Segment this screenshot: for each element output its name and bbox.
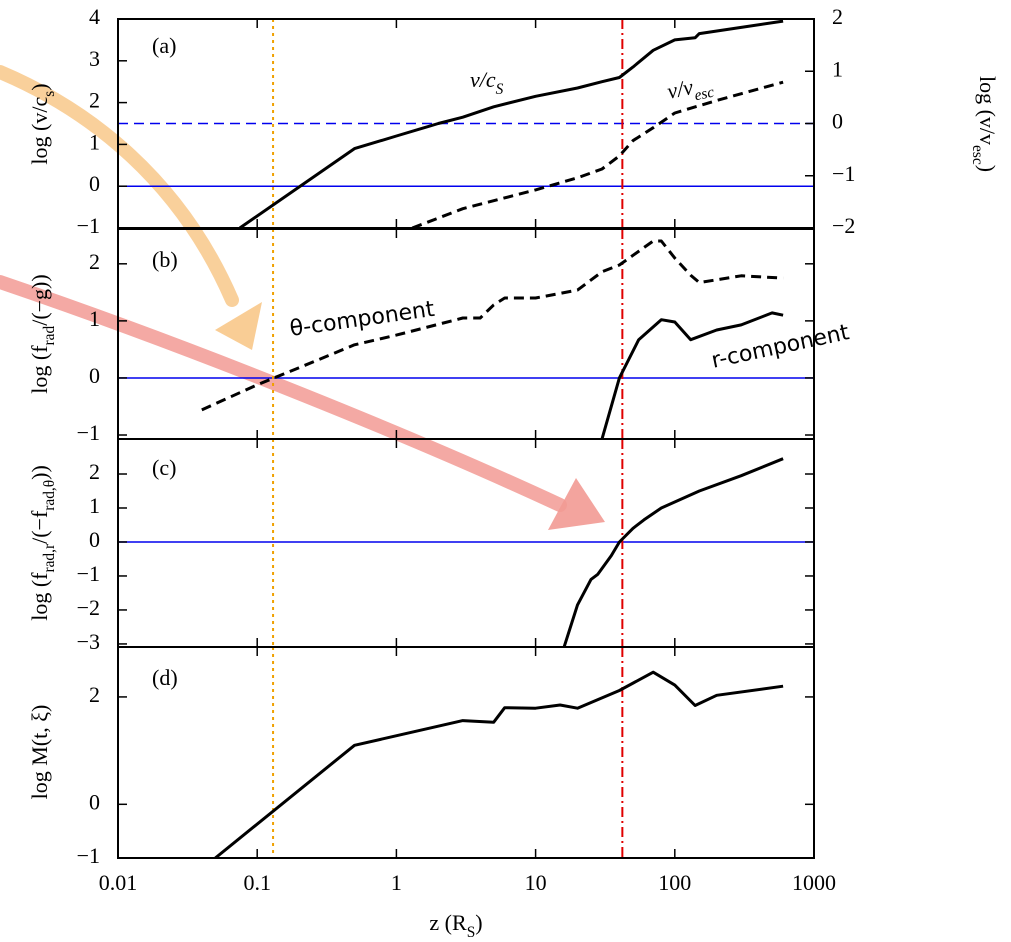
subscript: S [467,924,476,941]
series-line [600,311,784,439]
x-tick-label: 0.1 [243,870,271,895]
x-tick-label: 10 [525,870,547,895]
y-tick-label: 2 [89,682,100,707]
y-tick-label: −1 [77,213,100,238]
y-tick-label: −1 [77,420,100,445]
text-part: ) [27,83,52,90]
series-label: v/cS [470,67,504,98]
plot-frame [117,646,815,859]
x-tick-label: 1000 [792,870,836,895]
subscript: s [41,91,58,97]
y-tick-label: 0 [89,171,100,196]
subscript: esc [969,145,986,165]
arrow-head [215,302,262,350]
y2-tick-label: 1 [832,56,843,81]
y-axis-label: log M(t, ξ) [27,705,52,800]
y-tick-label: 0 [89,527,100,552]
panel [214,647,784,858]
x-tick-label: 1 [391,870,402,895]
y-tick-label: −1 [77,843,100,868]
y-tick-label: 1 [89,129,100,154]
y-axis-label: log (frad/(−g)) [27,274,58,393]
text-part: log (f [27,345,52,394]
y-tick-label: −1 [77,561,100,586]
text-part: /(−g)) [27,274,52,326]
x-tick-label: 100 [658,870,691,895]
x-tick-label: 0.01 [99,870,138,895]
subscript: rad [41,325,58,345]
panel-label: (c) [152,455,176,480]
y-tick-label: 2 [89,459,100,484]
panel [118,439,814,647]
text-part: log M(t, ξ) [27,705,52,800]
y-tick-label: 4 [89,4,100,29]
text-part: ) [975,165,1000,172]
subscript: rad,r [41,544,58,573]
panel-label: (d) [152,665,178,690]
panel-label: (a) [152,33,176,58]
subscript: S [496,81,504,98]
arrow-decoration [0,275,567,512]
y2-tick-label: −1 [832,161,855,186]
y-axis-label: log (v/cs) [27,83,58,164]
series-label: v/vesc [665,70,716,110]
panel-label: (b) [152,247,178,272]
text-part: v/c [470,67,496,92]
text-part: log (f [27,572,52,621]
text-part: z (R [429,910,467,935]
x-axis-label: z (RS) [429,910,482,941]
series-line [214,670,784,858]
y-axis-label: log (frad,r/(−frad,θ)) [27,465,58,621]
y2-axis-label: log (v/vesc) [969,76,1000,172]
y-tick-label: −2 [77,595,100,620]
y-tick-label: 1 [89,493,100,518]
series-label: θ-component [288,297,436,342]
y-tick-label: 2 [89,249,100,274]
arrow-head [548,478,605,530]
panel [118,229,814,439]
y-tick-label: 1 [89,306,100,331]
y-tick-label: −3 [77,629,100,654]
text-part: log (v/v [975,76,1000,145]
arrow-decoration [0,65,239,307]
y-tick-label: 0 [89,789,100,814]
y2-tick-label: 0 [832,109,843,134]
text-part: v/v [665,74,696,104]
subscript: esc [693,84,716,105]
subscript: rad,θ [41,480,58,511]
y-tick-label: 0 [89,363,100,388]
series-line [562,457,784,647]
text-part: /(−f [27,510,52,544]
text-part: ) [475,910,482,935]
y-tick-label: 2 [89,88,100,113]
y2-tick-label: 2 [832,4,843,29]
y2-tick-label: −2 [832,213,855,238]
series-line [411,80,784,228]
series-line [238,19,784,228]
text-part: )) [27,465,52,480]
text-part: log (v/c [27,97,52,165]
panel [118,19,814,228]
y-tick-label: 3 [89,46,100,71]
